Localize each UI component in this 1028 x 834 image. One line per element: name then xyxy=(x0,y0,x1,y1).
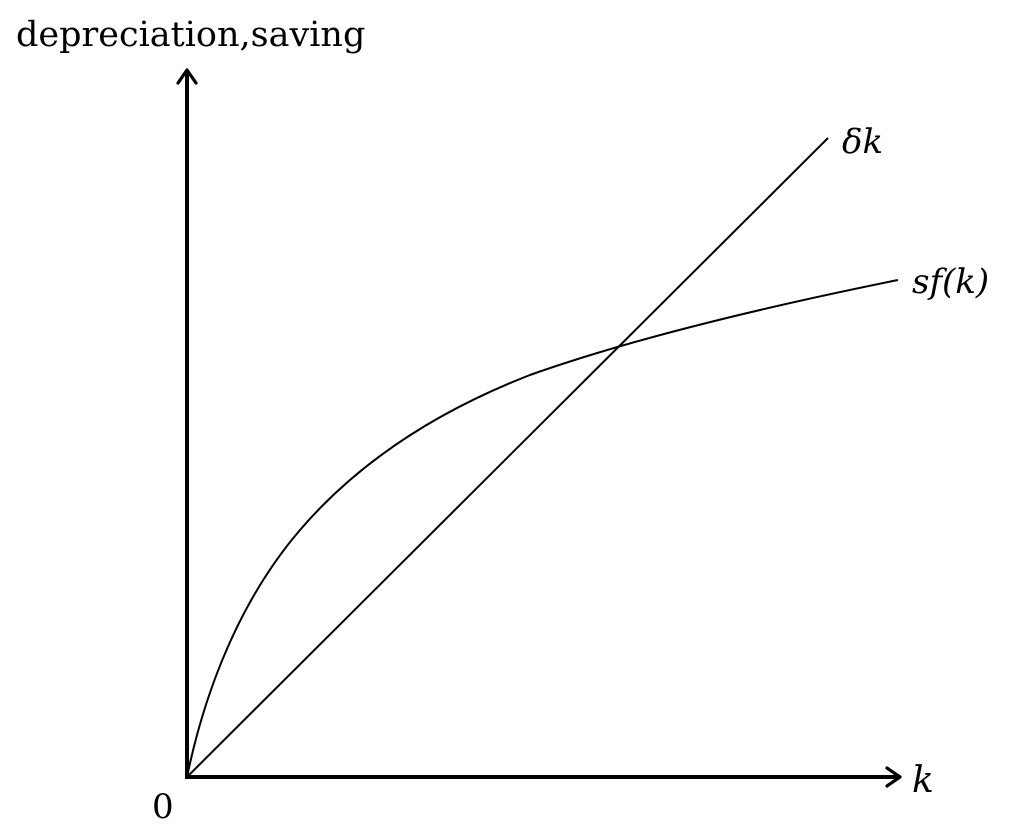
saving-curve xyxy=(186,279,899,778)
x-axis-arrow-icon xyxy=(885,766,902,788)
x-axis xyxy=(185,766,902,788)
y-axis xyxy=(176,68,198,777)
y-axis-label: depreciation,saving xyxy=(16,15,365,55)
saving-curve-label: sf(k) xyxy=(912,262,989,302)
origin-label: 0 xyxy=(152,787,174,827)
x-axis-label: k xyxy=(912,760,934,801)
depreciation-line-label: δk xyxy=(842,122,883,162)
y-axis-arrow-icon xyxy=(176,68,198,85)
depreciation-line xyxy=(186,137,829,778)
